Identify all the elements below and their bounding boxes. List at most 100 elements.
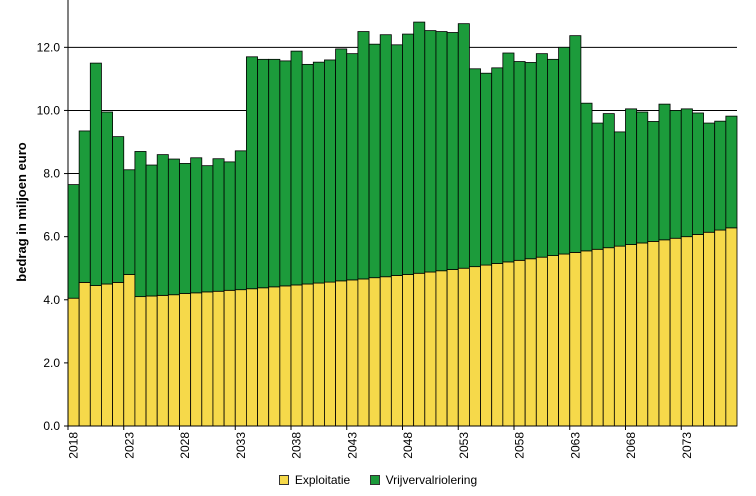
bars — [67, 21, 738, 427]
bar-vrijvervalriolering — [112, 136, 125, 283]
bar-vrijvervalriolering — [190, 157, 203, 294]
bar-vrijvervalriolering — [357, 31, 370, 280]
bar-vrijvervalriolering — [480, 72, 493, 266]
legend-swatch-vrijvervalriolering — [369, 475, 380, 485]
bar-exploitatie — [257, 287, 270, 427]
bar-exploitatie — [223, 289, 236, 427]
legend-item-vrijvervalriolering: Vrijvervalriolering — [369, 473, 478, 487]
bar-vrijvervalriolering — [613, 131, 626, 247]
legend: Exploitatie Vrijvervalriolering — [0, 473, 756, 488]
bar-exploitatie — [580, 250, 593, 427]
bar-exploitatie — [424, 271, 437, 427]
bar-exploitatie — [279, 285, 292, 427]
legend-item-exploitatie: Exploitatie — [278, 473, 351, 487]
y-tick-label: 8.0 — [43, 167, 60, 181]
bar-exploitatie — [491, 263, 504, 427]
bar-vrijvervalriolering — [491, 67, 504, 264]
bar-exploitatie — [591, 248, 604, 427]
bar-exploitatie — [457, 267, 470, 427]
bar-vrijvervalriolering — [123, 169, 136, 275]
bar-exploitatie — [101, 283, 113, 427]
y-axis-title: bedrag in miljoen euro — [14, 142, 29, 281]
bar-exploitatie — [625, 244, 638, 427]
x-tick-label: 2068 — [624, 432, 638, 459]
bar-exploitatie — [636, 242, 649, 427]
bar-exploitatie — [335, 280, 348, 427]
bar-exploitatie — [524, 258, 537, 427]
bar-vrijvervalriolering — [558, 46, 571, 255]
bar-vrijvervalriolering — [625, 108, 638, 245]
bar-exploitatie — [346, 279, 359, 427]
bar-vrijvervalriolering — [457, 23, 470, 269]
bar-vrijvervalriolering — [636, 111, 649, 244]
x-tick-labels: 2018 2023 2028 2033 2038 2043 2048 2053 2058 2063… — [67, 426, 694, 459]
bar-exploitatie — [502, 261, 515, 427]
legend-label-exploitatie: Exploitatie — [294, 473, 351, 487]
bar-vrijvervalriolering — [368, 43, 381, 279]
bar-vrijvervalriolering — [658, 103, 671, 241]
y-tick-label: 0.0 — [43, 419, 60, 433]
bar-exploitatie — [714, 229, 727, 427]
bar-vrijvervalriolering — [201, 165, 214, 293]
y-tick-label: 4.0 — [43, 293, 60, 307]
bar-vrijvervalriolering — [591, 122, 604, 250]
x-tick-label: 2073 — [680, 432, 694, 459]
bar-vrijvervalriolering — [468, 68, 481, 268]
bar-vrijvervalriolering — [446, 32, 459, 270]
bar-vrijvervalriolering — [245, 56, 258, 290]
bar-vrijvervalriolering — [156, 154, 169, 296]
bar-vrijvervalriolering — [424, 30, 437, 273]
bar-vrijvervalriolering — [680, 108, 693, 238]
bar-vrijvervalriolering — [413, 21, 426, 274]
bar-exploitatie — [669, 237, 682, 427]
bar-exploitatie — [435, 270, 448, 427]
x-tick-label: 2058 — [513, 432, 527, 459]
bar-exploitatie — [201, 291, 214, 427]
bar-vrijvervalriolering — [513, 61, 526, 261]
bar-exploitatie — [212, 290, 225, 427]
bar-vrijvervalriolering — [379, 34, 392, 278]
bar-exploitatie — [234, 289, 247, 427]
bar-exploitatie — [569, 252, 582, 427]
bar-exploitatie — [613, 245, 626, 427]
bar-exploitatie — [513, 259, 526, 427]
bar-exploitatie — [145, 295, 158, 427]
bar-exploitatie — [245, 288, 258, 427]
bar-vrijvervalriolering — [223, 161, 236, 291]
x-tick-label: 2038 — [290, 432, 304, 459]
bar-vrijvervalriolering — [535, 53, 548, 258]
y-tick-label: 2.0 — [43, 356, 60, 370]
bar-vrijvervalriolering — [602, 113, 615, 249]
bar-exploitatie — [156, 294, 169, 427]
bar-exploitatie — [647, 240, 660, 427]
bar-vrijvervalriolering — [324, 59, 337, 283]
y-tick-label: 10.0 — [37, 103, 61, 117]
bar-exploitatie — [301, 283, 314, 427]
x-tick-label: 2023 — [122, 432, 136, 459]
bar-vrijvervalriolering — [167, 158, 180, 296]
bar-exploitatie — [703, 231, 716, 427]
bar-exploitatie — [535, 256, 548, 427]
bar-exploitatie — [692, 234, 704, 427]
y-tick-label: 6.0 — [43, 230, 60, 244]
bar-exploitatie — [190, 292, 203, 427]
bar-vrijvervalriolering — [101, 111, 113, 285]
bar-exploitatie — [658, 239, 671, 427]
bar-exploitatie — [680, 236, 693, 427]
bar-exploitatie — [446, 269, 459, 427]
y-tick-label: 12.0 — [37, 40, 61, 54]
bar-vrijvervalriolering — [647, 121, 660, 242]
x-tick-label: 2043 — [345, 432, 359, 459]
bar-exploitatie — [290, 284, 303, 427]
bar-exploitatie — [390, 275, 403, 427]
bar-vrijvervalriolering — [301, 63, 314, 285]
bar-exploitatie — [324, 281, 337, 427]
bar-exploitatie — [468, 266, 481, 427]
bar-exploitatie — [78, 282, 91, 427]
x-tick-label: 2018 — [67, 432, 81, 459]
legend-label-vrijvervalriolering: Vrijvervalriolering — [385, 473, 478, 487]
bar-vrijvervalriolering — [279, 60, 292, 287]
bar-vrijvervalriolering — [524, 62, 537, 260]
bar-vrijvervalriolering — [692, 112, 704, 235]
